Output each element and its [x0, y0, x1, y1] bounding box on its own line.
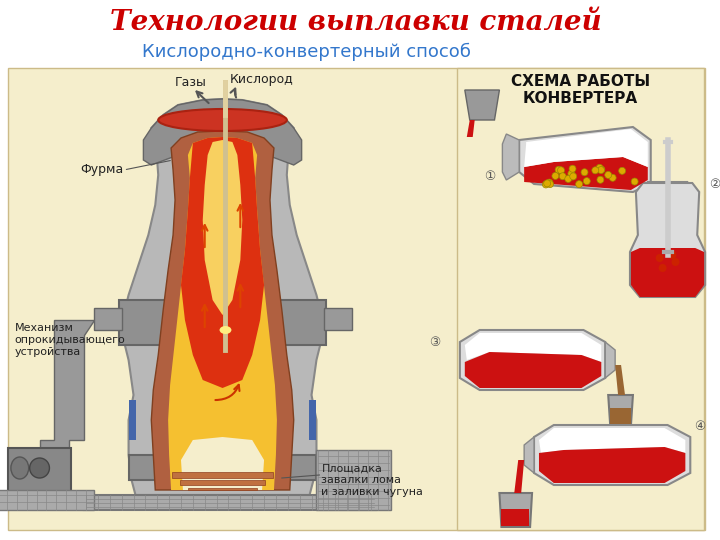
Circle shape: [576, 180, 582, 187]
FancyBboxPatch shape: [317, 450, 391, 510]
Ellipse shape: [11, 457, 29, 479]
Polygon shape: [181, 437, 264, 490]
Polygon shape: [467, 120, 474, 137]
Circle shape: [598, 166, 605, 173]
Circle shape: [581, 168, 588, 176]
Polygon shape: [524, 437, 534, 473]
Polygon shape: [168, 137, 277, 490]
FancyBboxPatch shape: [610, 408, 631, 424]
Polygon shape: [615, 365, 625, 395]
FancyBboxPatch shape: [8, 68, 705, 530]
Circle shape: [596, 164, 603, 171]
Circle shape: [592, 167, 599, 174]
Polygon shape: [534, 425, 690, 485]
Polygon shape: [151, 131, 294, 490]
Text: Технологии выплавки сталей: Технологии выплавки сталей: [110, 9, 602, 36]
Circle shape: [30, 458, 50, 478]
Polygon shape: [608, 395, 633, 425]
Polygon shape: [631, 248, 704, 297]
Polygon shape: [514, 460, 524, 493]
Text: ③: ③: [430, 335, 441, 348]
Text: Механизм
опрокидывающего
устройства: Механизм опрокидывающего устройства: [15, 323, 125, 356]
Circle shape: [568, 170, 575, 177]
Circle shape: [559, 173, 566, 180]
Circle shape: [618, 167, 626, 174]
Ellipse shape: [158, 109, 287, 131]
Polygon shape: [503, 134, 519, 180]
Polygon shape: [124, 99, 321, 495]
Text: Кислород: Кислород: [230, 73, 294, 86]
Circle shape: [546, 180, 554, 187]
Polygon shape: [181, 137, 264, 388]
FancyBboxPatch shape: [0, 490, 94, 510]
Polygon shape: [524, 129, 648, 167]
Text: ①: ①: [484, 171, 495, 184]
FancyBboxPatch shape: [129, 400, 137, 440]
Polygon shape: [119, 300, 326, 345]
Polygon shape: [633, 182, 702, 295]
Circle shape: [552, 172, 559, 179]
Circle shape: [656, 254, 664, 262]
Circle shape: [570, 173, 577, 180]
Text: ④: ④: [695, 421, 706, 434]
FancyBboxPatch shape: [180, 480, 265, 485]
Text: Фурма: Фурма: [81, 164, 124, 177]
Text: СХЕМА РАБОТЫ
КОНВЕРТЕРА: СХЕМА РАБОТЫ КОНВЕРТЕРА: [511, 74, 650, 106]
Circle shape: [546, 179, 553, 186]
Circle shape: [609, 174, 616, 181]
FancyBboxPatch shape: [8, 448, 71, 492]
Polygon shape: [40, 320, 94, 460]
Polygon shape: [203, 140, 243, 315]
FancyBboxPatch shape: [309, 400, 317, 440]
Circle shape: [557, 167, 564, 174]
Circle shape: [542, 181, 549, 188]
FancyBboxPatch shape: [94, 308, 122, 330]
Polygon shape: [519, 127, 651, 192]
Polygon shape: [539, 447, 685, 483]
FancyBboxPatch shape: [129, 455, 317, 480]
Polygon shape: [465, 90, 500, 120]
Circle shape: [583, 178, 590, 185]
Circle shape: [555, 166, 562, 173]
Text: ②: ②: [709, 179, 720, 192]
Polygon shape: [524, 157, 648, 190]
Circle shape: [672, 258, 680, 266]
Polygon shape: [465, 333, 601, 362]
Polygon shape: [460, 330, 606, 390]
Ellipse shape: [220, 326, 231, 334]
Polygon shape: [143, 99, 302, 165]
Circle shape: [605, 171, 612, 178]
Circle shape: [544, 180, 551, 187]
FancyBboxPatch shape: [188, 488, 257, 490]
Circle shape: [564, 176, 572, 183]
Circle shape: [569, 173, 576, 180]
Circle shape: [569, 165, 576, 172]
Circle shape: [597, 176, 604, 183]
Text: Газы: Газы: [175, 76, 207, 89]
Polygon shape: [465, 352, 601, 388]
Polygon shape: [539, 428, 685, 453]
Polygon shape: [630, 183, 705, 297]
Circle shape: [598, 166, 605, 173]
Text: Кислородно-конвертерный способ: Кислородно-конвертерный способ: [142, 43, 471, 61]
FancyBboxPatch shape: [457, 68, 704, 530]
Polygon shape: [500, 493, 532, 527]
Circle shape: [669, 251, 677, 259]
Polygon shape: [606, 342, 615, 378]
FancyBboxPatch shape: [325, 308, 352, 330]
FancyBboxPatch shape: [501, 509, 529, 526]
FancyBboxPatch shape: [172, 472, 273, 478]
Circle shape: [659, 264, 667, 272]
Circle shape: [631, 178, 638, 185]
Polygon shape: [84, 495, 376, 510]
Text: Площадка
завалки лома
и заливки чугуна: Площадка завалки лома и заливки чугуна: [321, 463, 423, 497]
